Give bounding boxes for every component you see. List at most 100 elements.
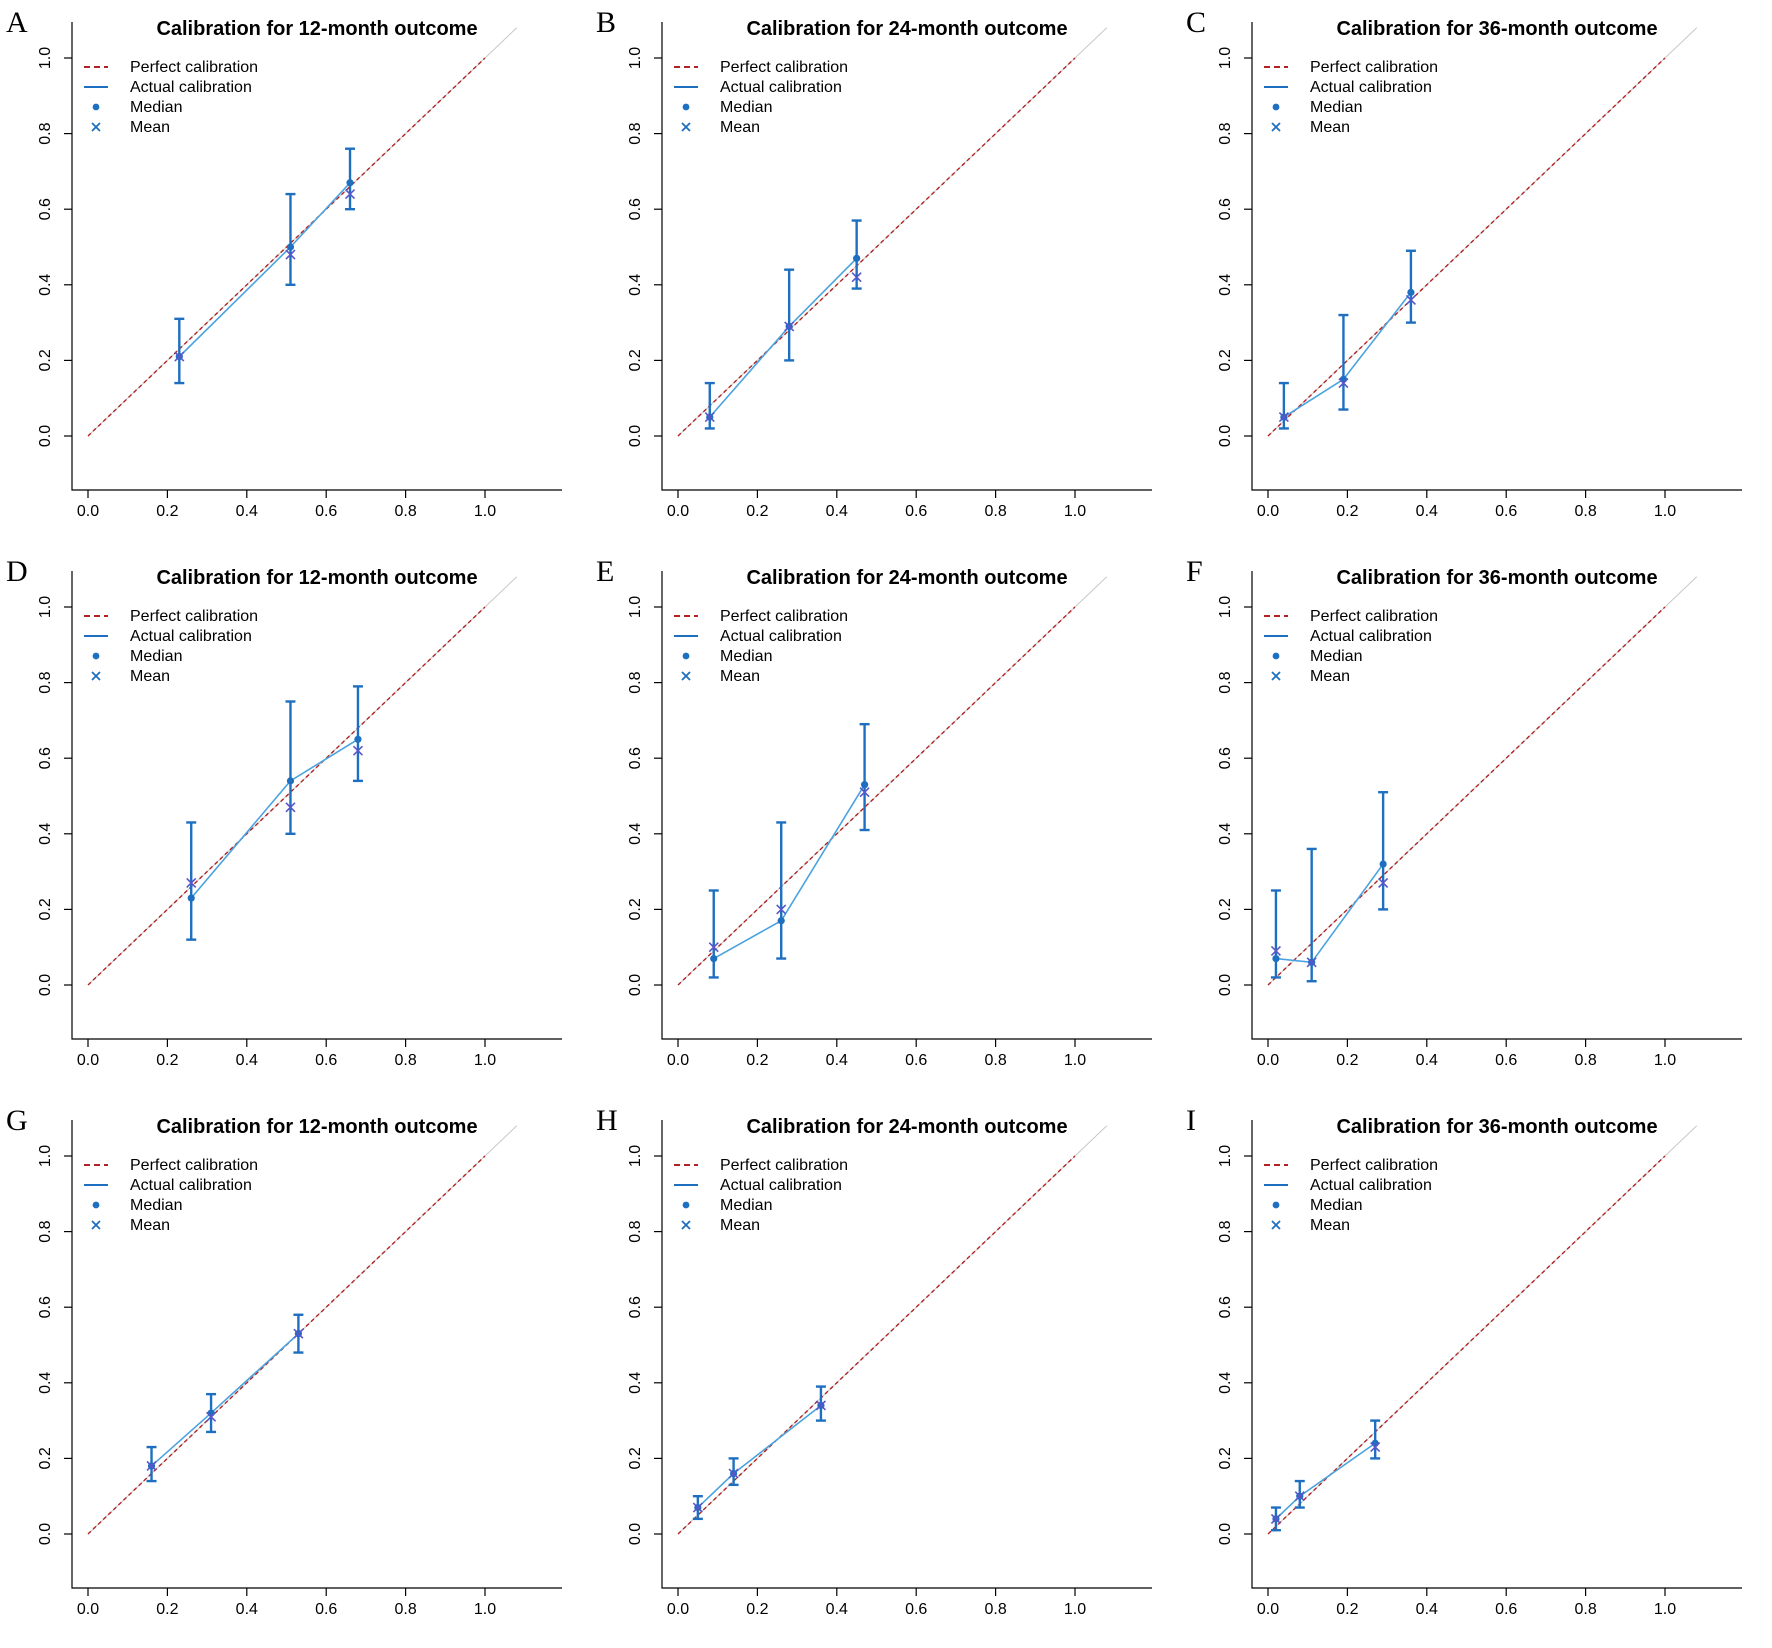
perfect-calibration-line	[1267, 606, 1666, 986]
y-tick-label: 0.6	[37, 198, 54, 220]
y-tick-label: 0.4	[627, 823, 644, 845]
x-tick-label: 0.0	[77, 503, 99, 520]
y-tick-label: 0.2	[37, 349, 54, 371]
y-tick-label: 1.0	[627, 1145, 644, 1167]
calibration-panel-d: D Calibration for 12-month outcome 0.0 0.0 0…	[0, 549, 590, 1098]
y-tick-label: 0.0	[1217, 425, 1234, 447]
calibration-point	[704, 381, 715, 430]
y-tick-label: 1.0	[627, 596, 644, 618]
median-point	[187, 894, 195, 902]
legend-perfect-calibration-label: Perfect calibration	[1310, 608, 1438, 625]
calibration-plot-b: B Calibration for 24-month outcome 0.0 0.0 0…	[596, 6, 1152, 520]
panel-letter: F	[1186, 555, 1203, 588]
calibration-point	[708, 889, 719, 979]
calibration-panel-f: F Calibration for 36-month outcome 0.0 0.0 0…	[1180, 549, 1770, 1098]
x-tick-label: 0.4	[826, 503, 848, 520]
x-tick-label: 0.4	[236, 1601, 258, 1618]
legend-mean-label: Mean	[130, 1217, 170, 1234]
y-tick-label: 0.8	[37, 1220, 54, 1242]
legend-median-symbol	[682, 1201, 690, 1209]
x-tick-label: 0.2	[156, 1601, 178, 1618]
calibration-point	[146, 1445, 157, 1483]
actual-calibration-line	[1275, 1442, 1376, 1520]
legend-median-label: Median	[130, 1197, 182, 1214]
y-tick-label: 0.6	[627, 1296, 644, 1318]
y-tick-label: 1.0	[37, 47, 54, 69]
x-tick-label: 0.8	[1574, 1601, 1596, 1618]
x-tick-label: 0.8	[984, 503, 1006, 520]
chart-title: Calibration for 24-month outcome	[746, 1116, 1067, 1138]
legend-mean-label: Mean	[720, 1217, 760, 1234]
x-tick-label: 0.8	[394, 1601, 416, 1618]
calibration-panel-c: C Calibration for 36-month outcome 0.0 0.0 0…	[1180, 0, 1770, 549]
legend-actual-calibration-label: Actual calibration	[130, 628, 252, 645]
legend-perfect-calibration-label: Perfect calibration	[1310, 59, 1438, 76]
calibration-point	[815, 1385, 826, 1422]
calibration-point	[692, 1495, 703, 1521]
legend-mean-symbol	[91, 122, 101, 132]
median-point	[346, 179, 354, 187]
mean-point	[186, 877, 197, 889]
calibration-plot-d: D Calibration for 12-month outcome 0.0 0.0 0…	[6, 555, 562, 1069]
axes-frame	[661, 571, 1152, 1040]
legend-median-label: Median	[130, 648, 182, 665]
y-tick-label: 0.4	[627, 1372, 644, 1394]
panel-letter: B	[596, 6, 616, 39]
mean-point	[692, 1502, 703, 1513]
mean-point	[704, 412, 715, 423]
legend-perfect-calibration-label: Perfect calibration	[1310, 1157, 1438, 1174]
legend: Perfect calibration Actual calibration Med…	[84, 608, 258, 685]
x-tick-label: 0.4	[1416, 1601, 1438, 1618]
calibration-point	[1370, 1419, 1381, 1460]
x-tick-label: 0.6	[1495, 503, 1517, 520]
mean-point	[352, 745, 364, 756]
x-tick-label: 0.8	[984, 1601, 1006, 1618]
chart-title: Calibration for 12-month outcome	[156, 1116, 477, 1138]
calibration-point	[293, 1313, 304, 1354]
calibration-point	[206, 1392, 217, 1434]
y-tick-label: 0.0	[627, 1523, 644, 1545]
calibration-point	[285, 192, 296, 286]
median-point	[710, 954, 718, 963]
y-tick-label: 0.2	[1217, 349, 1234, 371]
mean-point	[146, 1460, 157, 1472]
actual-calibration-line	[1283, 291, 1412, 418]
mean-point	[708, 942, 719, 953]
x-tick-label: 1.0	[1064, 1052, 1086, 1069]
chart-title: Calibration for 12-month outcome	[156, 567, 477, 589]
median-point	[860, 781, 869, 789]
calibration-point	[1270, 1506, 1282, 1532]
mean-point	[1270, 945, 1282, 957]
x-tick-label: 0.0	[667, 1601, 689, 1618]
y-tick-label: 0.4	[1217, 823, 1234, 845]
y-tick-label: 0.8	[627, 671, 644, 693]
calibration-panel-i: I Calibration for 36-month outcome 0.0 0.0 0…	[1180, 1098, 1770, 1647]
y-tick-label: 0.6	[1217, 747, 1234, 769]
calibration-point	[186, 821, 197, 941]
actual-calibration-line	[190, 738, 359, 899]
y-tick-label: 1.0	[1217, 47, 1234, 69]
calibration-panel-h: H Calibration for 24-month outcome 0.0 0.0 0…	[590, 1098, 1180, 1647]
mean-point	[344, 189, 356, 200]
y-tick-label: 0.0	[627, 974, 644, 996]
panel-letter: I	[1186, 1104, 1196, 1137]
axes-frame	[1251, 571, 1742, 1040]
y-tick-label: 0.6	[1217, 1296, 1234, 1318]
median-point	[354, 735, 362, 743]
legend-actual-calibration-label: Actual calibration	[1310, 628, 1432, 645]
y-tick-label: 0.4	[1217, 1372, 1234, 1394]
x-tick-label: 1.0	[474, 1601, 496, 1618]
panel-letter: C	[1186, 6, 1206, 39]
y-tick-label: 0.8	[627, 122, 644, 144]
y-tick-label: 0.2	[627, 898, 644, 920]
x-tick-label: 1.0	[474, 503, 496, 520]
x-tick-label: 0.0	[667, 1052, 689, 1069]
calibration-point	[352, 685, 364, 783]
x-tick-label: 0.2	[156, 503, 178, 520]
actual-calibration-line	[713, 784, 866, 960]
calibration-plot-e: E Calibration for 24-month outcome 0.0 0.0 0…	[596, 555, 1152, 1069]
legend-mean-label: Mean	[130, 119, 170, 136]
x-tick-label: 0.0	[1257, 1052, 1279, 1069]
x-tick-label: 1.0	[1654, 1601, 1676, 1618]
y-tick-label: 0.6	[627, 747, 644, 769]
